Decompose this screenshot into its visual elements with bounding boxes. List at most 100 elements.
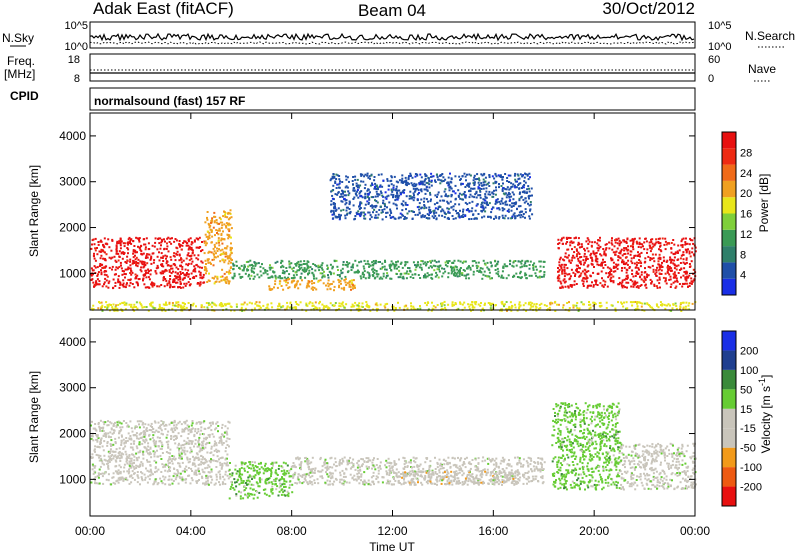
heatmap-cell: [631, 243, 634, 246]
heatmap-cell: [229, 272, 232, 274]
heatmap-cell: [195, 452, 198, 455]
heatmap-cell: [119, 281, 122, 284]
heatmap-cell: [437, 206, 440, 209]
heatmap-cell: [342, 263, 345, 266]
heatmap-cell: [373, 269, 376, 272]
heatmap-cell: [132, 240, 135, 243]
heatmap-cell: [135, 432, 138, 435]
heatmap-cell: [434, 179, 436, 182]
heatmap-cell: [675, 268, 678, 271]
heatmap-cell: [507, 217, 510, 220]
heatmap-cell: [104, 471, 107, 474]
heatmap-cell: [381, 209, 384, 211]
heatmap-cell: [335, 187, 338, 189]
heatmap-cell: [212, 459, 215, 462]
heatmap-cell: [191, 276, 194, 279]
heatmap-cell: [102, 257, 105, 260]
heatmap-cell: [573, 256, 576, 259]
heatmap-cell: [643, 241, 646, 244]
heatmap-cell: [162, 475, 165, 478]
heatmap-cell: [374, 195, 377, 198]
heatmap-cell: [307, 261, 310, 264]
heatmap-cell: [515, 264, 518, 267]
heatmap-cell: [500, 309, 503, 312]
heatmap-cell: [426, 275, 429, 278]
heatmap-cell: [111, 432, 114, 435]
heatmap-cell: [131, 470, 134, 473]
heatmap-cell: [100, 307, 102, 310]
heatmap-cell: [297, 303, 300, 306]
heatmap-cell: [450, 195, 453, 198]
heatmap-cell: [403, 272, 406, 275]
heatmap-cell: [208, 231, 211, 234]
heatmap-cell: [305, 302, 308, 305]
heatmap-cell: [491, 175, 494, 178]
heatmap-cell: [463, 301, 466, 304]
heatmap-cell: [596, 263, 599, 266]
heatmap-cell: [210, 229, 213, 232]
heatmap-cell: [625, 261, 628, 264]
heatmap-cell: [187, 432, 190, 435]
heatmap-cell: [157, 468, 160, 471]
heatmap-cell: [443, 304, 446, 307]
heatmap-cell: [228, 282, 230, 285]
heatmap-cell: [217, 449, 219, 452]
heatmap-cell: [212, 226, 215, 229]
heatmap-cell: [306, 282, 309, 285]
heatmap-cell: [412, 187, 415, 190]
heatmap-cell: [138, 301, 141, 304]
heatmap-cell: [205, 438, 208, 441]
heatmap-cell: [533, 262, 536, 265]
heatmap-cell: [191, 304, 194, 307]
heatmap-cell: [281, 277, 284, 280]
heatmap-cell: [467, 184, 470, 187]
heatmap-cell: [500, 274, 503, 277]
heatmap-cell: [155, 267, 158, 270]
heatmap-cell: [362, 180, 365, 183]
heatmap-cell: [364, 173, 367, 176]
heatmap-cell: [172, 457, 174, 460]
heatmap-cell: [676, 250, 679, 253]
heatmap-cell: [222, 251, 225, 254]
heatmap-cell: [682, 237, 685, 240]
heatmap-cell: [592, 304, 595, 307]
heatmap-cell: [364, 195, 367, 198]
heatmap-cell: [149, 425, 152, 428]
heatmap-cell: [243, 301, 246, 304]
heatmap-cell: [504, 303, 506, 306]
heatmap-cell: [608, 241, 611, 244]
heatmap-cell: [420, 216, 423, 219]
heatmap-cell: [381, 262, 384, 265]
heatmap-cell: [373, 216, 376, 219]
heatmap-cell: [107, 420, 109, 423]
heatmap-cell: [481, 201, 484, 204]
heatmap-cell: [482, 181, 485, 184]
heatmap-cell: [586, 258, 589, 260]
heatmap-cell: [311, 282, 313, 285]
heatmap-cell: [251, 309, 254, 312]
heatmap-cell: [421, 183, 424, 186]
heatmap-cell: [359, 203, 361, 206]
heatmap-cell: [675, 285, 678, 288]
heatmap-cell: [629, 239, 632, 242]
heatmap-cell: [398, 306, 401, 309]
heatmap-cell: [227, 237, 230, 240]
heatmap-cell: [672, 239, 675, 241]
heatmap-cell: [603, 261, 606, 263]
heatmap-cell: [480, 271, 483, 274]
heatmap-cell: [154, 451, 157, 454]
heatmap-cell: [431, 175, 434, 178]
heatmap-cell: [535, 268, 538, 271]
heatmap-cell: [506, 210, 509, 212]
heatmap-cell: [399, 276, 402, 279]
heatmap-cell: [150, 471, 153, 474]
heatmap-cell: [288, 286, 291, 289]
heatmap-cell: [580, 263, 582, 266]
heatmap-cell: [129, 267, 132, 270]
heatmap-cell: [172, 431, 175, 434]
heatmap-cell: [174, 478, 177, 481]
heatmap-cell: [102, 449, 105, 452]
heatmap-cell: [518, 301, 521, 304]
heatmap-cell: [245, 261, 248, 263]
heatmap-cell: [497, 275, 500, 278]
